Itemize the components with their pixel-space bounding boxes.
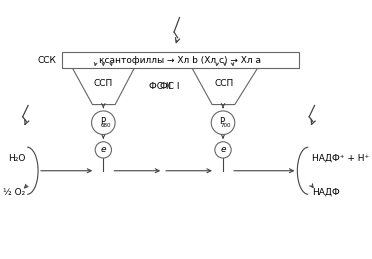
Text: НАДФ: НАДФ [312,188,340,197]
Text: ФС I: ФС I [160,82,180,91]
Text: e: e [100,145,106,154]
Circle shape [215,142,231,158]
Text: H₂O: H₂O [8,154,25,163]
Text: НАДФ⁺ + Н⁺: НАДФ⁺ + Н⁺ [312,154,369,163]
Text: P: P [219,117,225,126]
Text: ½ O₂: ½ O₂ [3,188,25,197]
Text: ССК: ССК [37,56,56,65]
Text: e: e [220,145,226,154]
Text: 700: 700 [221,123,231,128]
Text: ССП: ССП [215,79,234,88]
Text: ССП: ССП [94,79,113,88]
Circle shape [211,111,235,134]
FancyBboxPatch shape [62,52,299,68]
Text: ксантофиллы → Хл b (Хл c) → Хл a: ксантофиллы → Хл b (Хл c) → Хл a [99,56,262,65]
Circle shape [92,111,115,134]
Text: ФС II: ФС II [149,82,171,91]
Text: 680: 680 [101,123,111,128]
Text: P: P [100,117,105,126]
Circle shape [95,142,112,158]
